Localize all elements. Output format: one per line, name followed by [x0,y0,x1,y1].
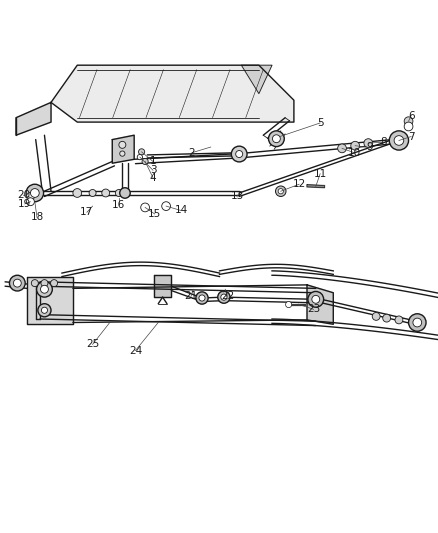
Text: 24: 24 [129,345,142,356]
Text: 10: 10 [347,148,360,158]
Circle shape [403,117,412,126]
Text: 11: 11 [313,169,326,179]
Circle shape [382,314,390,322]
Polygon shape [241,65,272,94]
Circle shape [268,131,284,147]
Circle shape [195,292,208,304]
Circle shape [26,184,43,201]
Circle shape [275,186,286,197]
Text: 14: 14 [174,206,187,215]
Text: 7: 7 [407,132,413,142]
Text: 17: 17 [80,207,93,217]
Circle shape [120,151,125,156]
Circle shape [73,189,81,197]
Circle shape [115,189,122,197]
Circle shape [138,149,145,155]
Circle shape [142,158,148,165]
Circle shape [217,291,230,303]
Text: 22: 22 [220,291,233,301]
Circle shape [272,135,280,143]
Circle shape [198,295,205,301]
Circle shape [10,275,25,291]
Circle shape [311,295,319,303]
Circle shape [337,144,346,153]
Text: 20: 20 [17,190,30,200]
Polygon shape [51,65,293,122]
Text: 16: 16 [112,200,125,210]
Text: 1: 1 [149,157,156,166]
Polygon shape [306,285,332,324]
Text: 5: 5 [316,118,323,128]
Circle shape [363,139,372,148]
Circle shape [26,198,34,206]
Circle shape [36,281,52,297]
Circle shape [102,189,110,197]
Circle shape [393,136,403,146]
Circle shape [394,316,402,324]
Circle shape [278,189,283,194]
Text: 13: 13 [230,191,243,201]
Text: 23: 23 [306,304,319,314]
Text: 12: 12 [292,179,305,189]
Text: 9: 9 [365,142,372,152]
Text: 4: 4 [149,173,156,183]
Polygon shape [153,275,171,297]
Text: 19: 19 [18,199,31,209]
Circle shape [30,189,39,197]
Circle shape [41,307,47,313]
Circle shape [41,280,48,287]
Text: 6: 6 [407,110,413,120]
Circle shape [26,192,34,200]
Circle shape [13,279,21,287]
Circle shape [31,280,38,287]
Text: 2: 2 [188,148,195,158]
Circle shape [231,146,247,162]
Circle shape [89,189,96,197]
Circle shape [40,285,48,293]
Circle shape [412,318,421,327]
Text: 8: 8 [379,137,385,147]
Circle shape [371,312,379,320]
Text: 21: 21 [184,291,197,301]
Polygon shape [27,278,73,324]
Circle shape [350,141,359,150]
Circle shape [285,302,291,308]
Circle shape [307,292,323,307]
Polygon shape [112,135,134,163]
Circle shape [235,150,242,158]
Text: 18: 18 [30,213,43,222]
Circle shape [389,131,408,150]
Circle shape [50,280,57,287]
Text: 3: 3 [149,165,156,175]
Circle shape [38,304,51,317]
Text: 15: 15 [148,209,161,219]
Circle shape [220,294,226,300]
Circle shape [161,201,170,211]
Circle shape [120,188,130,198]
Circle shape [137,155,142,160]
Circle shape [408,314,425,332]
Polygon shape [289,304,304,305]
Circle shape [141,203,149,212]
Polygon shape [306,184,324,188]
Polygon shape [16,102,51,135]
Circle shape [403,122,412,131]
Text: 25: 25 [86,340,99,350]
Circle shape [119,141,126,148]
